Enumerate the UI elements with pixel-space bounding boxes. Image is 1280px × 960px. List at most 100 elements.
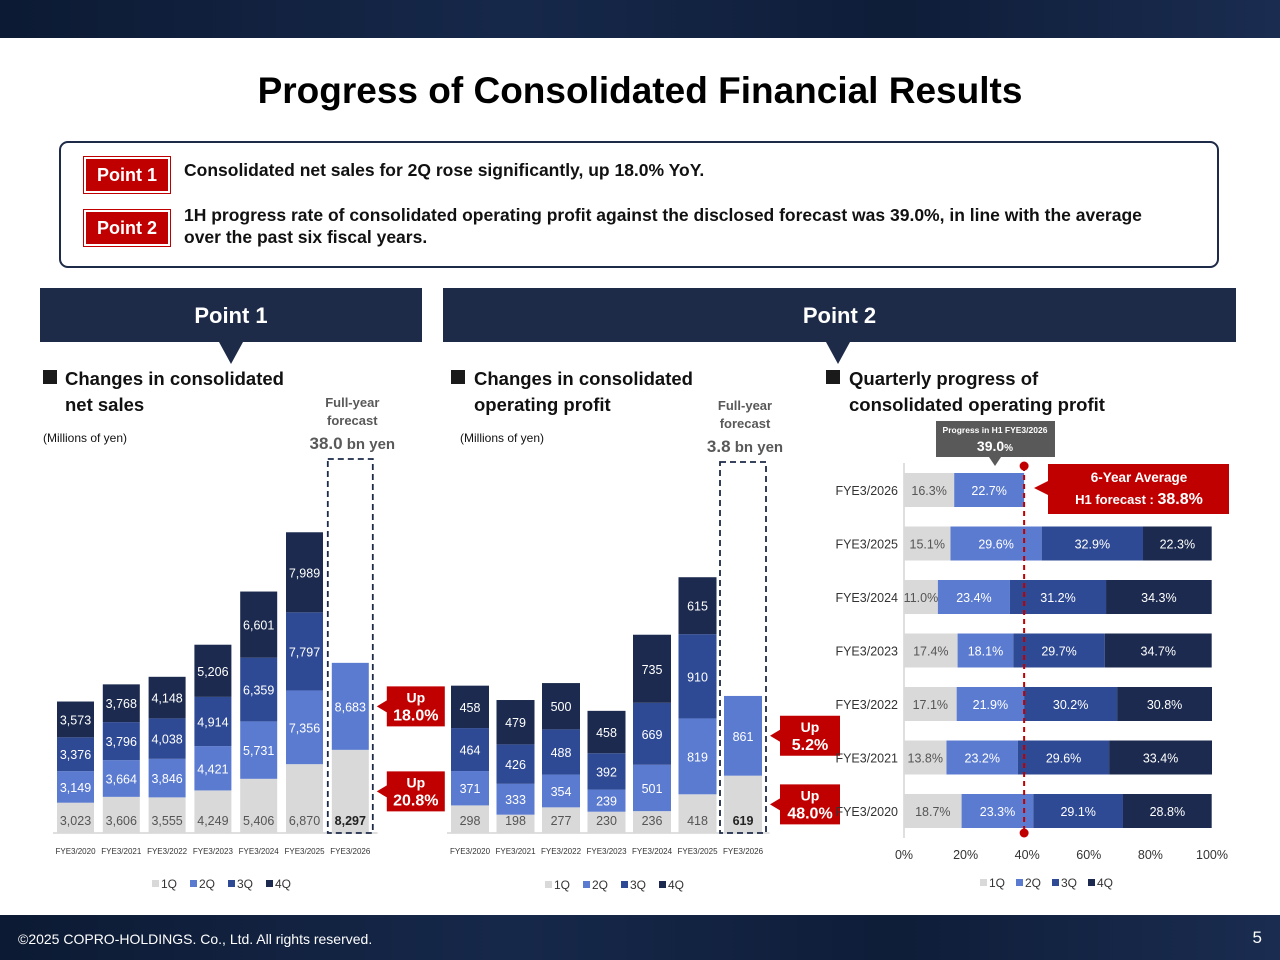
data-label: 7,989	[289, 566, 320, 580]
data-label: 15.1%	[910, 538, 945, 552]
data-label: 230	[596, 814, 617, 828]
y-tick-label: FYE3/2021	[835, 752, 898, 766]
average-callout-line-1: 6-Year Average	[1091, 470, 1188, 485]
progress-heading-line-1: Quarterly progress of	[849, 368, 1039, 389]
data-label: 277	[551, 814, 572, 828]
progress-label-box	[936, 421, 1055, 457]
bar-4q-fye3-2025	[678, 577, 717, 635]
bar-2q-fye3-2020	[57, 771, 94, 803]
data-label: 3,376	[60, 748, 91, 762]
y-tick-label: FYE3/2022	[835, 698, 898, 712]
data-label: 23.4%	[956, 591, 991, 605]
x-tick-label: FYE3/2023	[586, 847, 627, 856]
legend-swatch	[228, 880, 235, 887]
legend-label: 4Q	[668, 878, 684, 892]
bar-4q-fye3-2022	[1117, 687, 1212, 721]
data-label: 619	[733, 814, 754, 828]
data-label: 4,249	[197, 814, 228, 828]
data-label: 236	[642, 814, 663, 828]
progress-label-value: 39.0%	[977, 438, 1013, 454]
bar-2q-fye3-2022	[148, 758, 186, 798]
x-tick-label: FYE3/2020	[450, 847, 491, 856]
data-label: 3,573	[60, 713, 91, 727]
bar-3q-fye3-2022	[148, 718, 186, 759]
y-tick-label: FYE3/2020	[835, 805, 898, 819]
data-label: 4,421	[197, 762, 228, 776]
legend-label: 2Q	[1025, 876, 1041, 890]
x-tick-label: FYE3/2022	[147, 847, 188, 856]
data-label: 418	[687, 814, 708, 828]
legend-label: 4Q	[1097, 876, 1113, 890]
bar-1q-fye3-2021	[496, 814, 535, 833]
bar-1q-fye3-2022	[148, 797, 186, 833]
operating-profit-heading-line-2: operating profit	[474, 394, 611, 415]
data-label: 18.1%	[968, 645, 1003, 659]
data-label: 198	[505, 814, 526, 828]
bar-2q-fye3-2021	[102, 760, 140, 797]
forecast-dashed-box	[326, 458, 374, 834]
top-banner	[0, 0, 1280, 38]
legend-swatch	[621, 881, 628, 888]
x-tick-label: 60%	[1076, 848, 1101, 862]
legend-swatch	[583, 881, 590, 888]
legend-swatch	[266, 880, 273, 887]
legend-swatch	[1052, 879, 1059, 886]
data-label: 11.0%	[904, 591, 939, 605]
data-label: 371	[460, 782, 481, 796]
callout-line-2: 48.0%	[787, 805, 832, 822]
bar-3q-fye3-2020	[1033, 794, 1123, 828]
bar-4q-fye3-2020	[451, 685, 489, 729]
data-label: 33.4%	[1143, 752, 1178, 766]
callout-line-1: Up	[406, 689, 425, 705]
data-label: 30.2%	[1053, 698, 1088, 712]
data-label: 18.7%	[915, 805, 950, 819]
data-label: 7,356	[289, 721, 320, 735]
data-label: 479	[505, 716, 526, 730]
x-tick-label: FYE3/2021	[495, 847, 536, 856]
data-label: 3,846	[151, 772, 182, 786]
progress-heading: Quarterly progress of consolidated opera…	[849, 366, 1105, 418]
forecast-label-line-1: Full-year	[325, 395, 379, 410]
data-label: 239	[596, 795, 617, 809]
data-label: 392	[596, 765, 617, 779]
data-label: 3,023	[60, 814, 91, 828]
section-bullet-icon	[451, 370, 465, 384]
bar-3q-fye3-2020	[451, 728, 489, 772]
bar-1q-fye3-2023	[587, 811, 626, 833]
data-label: 17.1%	[913, 698, 948, 712]
bar-2q-fye3-2022	[542, 774, 580, 808]
data-label: 17.4%	[913, 645, 948, 659]
data-label: 333	[505, 793, 526, 807]
bar-2q-fye3-2020	[961, 794, 1034, 828]
operating-profit-unit: (Millions of yen)	[460, 431, 545, 445]
bar-1q-fye3-2026	[331, 749, 369, 833]
point-2-band: Point 2	[443, 288, 1236, 342]
data-label: 8,683	[335, 700, 366, 714]
growth-callout	[770, 784, 840, 825]
legend-swatch	[1088, 879, 1095, 886]
x-tick-label: 100%	[1196, 848, 1228, 862]
data-label: 426	[505, 758, 526, 772]
bar-3q-fye3-2020	[57, 737, 94, 772]
bar-1q-fye3-2023	[194, 790, 232, 833]
section-bullet-icon	[43, 370, 57, 384]
growth-callout	[376, 686, 445, 727]
x-tick-label: 40%	[1015, 848, 1040, 862]
bar-4q-fye3-2021	[1109, 740, 1212, 775]
legend-label: 3Q	[630, 878, 646, 892]
bar-4q-fye3-2023	[194, 644, 232, 697]
average-callout-line-2: H1 forecast : 38.8%	[1075, 491, 1203, 508]
data-label: 819	[687, 750, 708, 764]
legend-label: 3Q	[1061, 876, 1077, 890]
bar-3q-fye3-2024	[633, 702, 671, 765]
legend-swatch	[545, 881, 552, 888]
data-label: 458	[460, 701, 481, 715]
bar-3q-fye3-2024	[240, 657, 278, 722]
data-label: 29.6%	[1046, 752, 1081, 766]
data-label: 861	[733, 730, 754, 744]
legend-label: 1Q	[161, 877, 177, 891]
legend-label: 1Q	[554, 878, 570, 892]
page-title: Progress of Consolidated Financial Resul…	[257, 70, 1023, 111]
x-tick-label: 20%	[953, 848, 978, 862]
bar-3q-fye3-2021	[496, 744, 535, 784]
